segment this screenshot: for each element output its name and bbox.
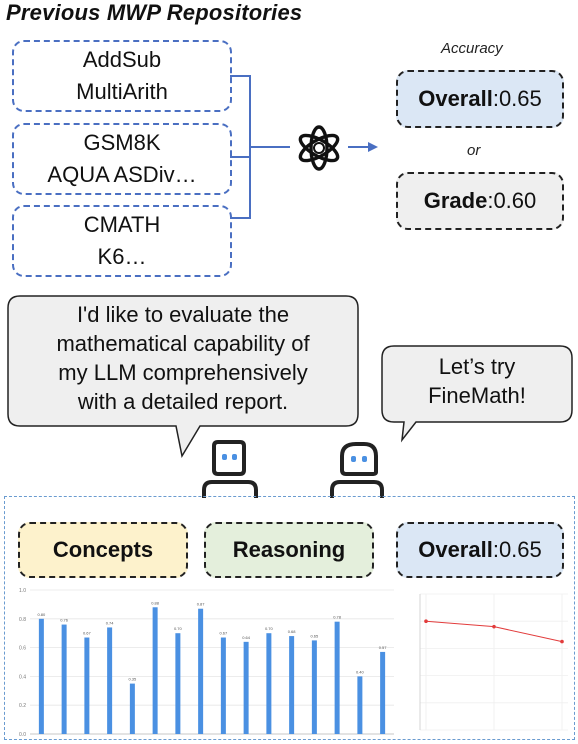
repo-line: GSM8K <box>83 130 161 155</box>
reasoning-tag: Reasoning <box>204 522 374 578</box>
bar-value-label: 0.70 <box>174 626 183 631</box>
repo-box-addsub: AddSub MultiArith <box>12 40 232 112</box>
bar-value-label: 0.80 <box>37 612 46 617</box>
repo-line: K6… <box>97 244 147 269</box>
overall-result-box: Overall:0.65 <box>396 70 564 128</box>
repo-box-gsm8k: GSM8K AQUA ASDiv… <box>12 123 232 195</box>
right-bubble-text: Let’s try FineMath! <box>384 352 570 410</box>
bar-value-label: 0.65 <box>310 633 319 638</box>
bar <box>38 618 44 734</box>
overall-tag-label: Overall <box>418 537 493 562</box>
overall-tag: Overall:0.65 <box>396 522 564 578</box>
bubble-line: my LLM comprehensively <box>58 360 308 385</box>
data-point <box>492 624 496 629</box>
bar-value-label: 0.67 <box>83 631 92 636</box>
bar-value-label: 0.64 <box>242 635 251 640</box>
bar-value-label: 0.74 <box>106 620 115 625</box>
bar-value-label: 0.78 <box>333 615 342 620</box>
repo-line: AddSub <box>82 47 162 72</box>
bar <box>61 624 67 734</box>
bar <box>175 633 181 734</box>
repo-line: MultiArith <box>76 79 168 104</box>
bar <box>289 636 295 734</box>
bar-value-label: 0.87 <box>197 602 206 607</box>
bubble-line: FineMath! <box>428 383 526 408</box>
bubble-line: Let’s try <box>438 354 516 379</box>
overall-value: :0.65 <box>492 86 542 111</box>
bubble-line: mathematical capability of <box>56 331 310 356</box>
left-bubble-text: I'd like to evaluate the mathematical ca… <box>10 300 356 416</box>
bar-value-label: 0.67 <box>219 631 228 636</box>
report-panel <box>4 496 575 740</box>
bar <box>380 651 386 734</box>
right-speech-bubble <box>381 345 573 443</box>
repo-box-cmath: CMATH K6… <box>12 205 232 277</box>
bar-chart: 1.0 0.8 0.6 0.4 0.2 0.0 0.80 0.76 0.67 0.74 0.35 0.… <box>19 588 394 738</box>
y-tick-label: 0.4 <box>19 674 26 680</box>
y-tick-label: 0.6 <box>19 646 26 652</box>
bar <box>129 683 135 734</box>
y-tick-label: 0.2 <box>19 703 26 709</box>
or-label: or <box>467 142 481 159</box>
bar <box>198 608 204 734</box>
bar-value-label: 0.35 <box>128 677 137 682</box>
y-tick-label: 1.0 <box>19 588 26 594</box>
bar-value-label: 0.57 <box>379 645 388 650</box>
bubble-line: with a detailed report. <box>77 389 289 414</box>
bar-value-label: 0.88 <box>151 600 160 605</box>
line-chart <box>419 593 568 731</box>
accuracy-label: Accuracy <box>441 40 503 57</box>
y-tick-label: 0.8 <box>19 617 26 623</box>
bar <box>220 637 226 734</box>
ai-logo-icon <box>298 125 340 171</box>
overall-tag-value: :0.65 <box>492 537 542 562</box>
concepts-tag: Concepts <box>18 522 188 578</box>
bar-value-label: 0.68 <box>288 629 297 634</box>
bar-value-label: 0.76 <box>60 618 69 623</box>
bar-value-label: 0.40 <box>356 669 365 674</box>
bar <box>311 640 317 734</box>
bar <box>152 607 158 734</box>
y-tick-label: 0.0 <box>19 732 26 738</box>
page-title: Previous MWP Repositories <box>6 0 303 25</box>
bar-value-label: 0.70 <box>265 626 274 631</box>
left-speech-bubble <box>7 295 359 459</box>
speech-bubbles <box>7 295 573 459</box>
grade-value: :0.60 <box>487 188 537 213</box>
bar <box>243 641 249 734</box>
bar <box>84 637 90 734</box>
bar <box>266 633 272 734</box>
robot-avatar-icon <box>330 442 384 498</box>
repo-connectors <box>230 75 378 219</box>
user-avatar-icon <box>202 440 258 498</box>
data-point <box>424 619 428 623</box>
grade-label: Grade <box>423 188 488 213</box>
bar <box>334 621 340 734</box>
data-point <box>560 639 564 644</box>
bar <box>357 676 363 734</box>
repo-line: AQUA ASDiv… <box>47 162 197 187</box>
bar <box>107 627 113 734</box>
repo-line: CMATH <box>83 212 161 237</box>
overall-label: Overall <box>418 86 493 111</box>
bubble-line: I'd like to evaluate the <box>76 302 290 327</box>
grade-result-box: Grade:0.60 <box>396 172 564 230</box>
